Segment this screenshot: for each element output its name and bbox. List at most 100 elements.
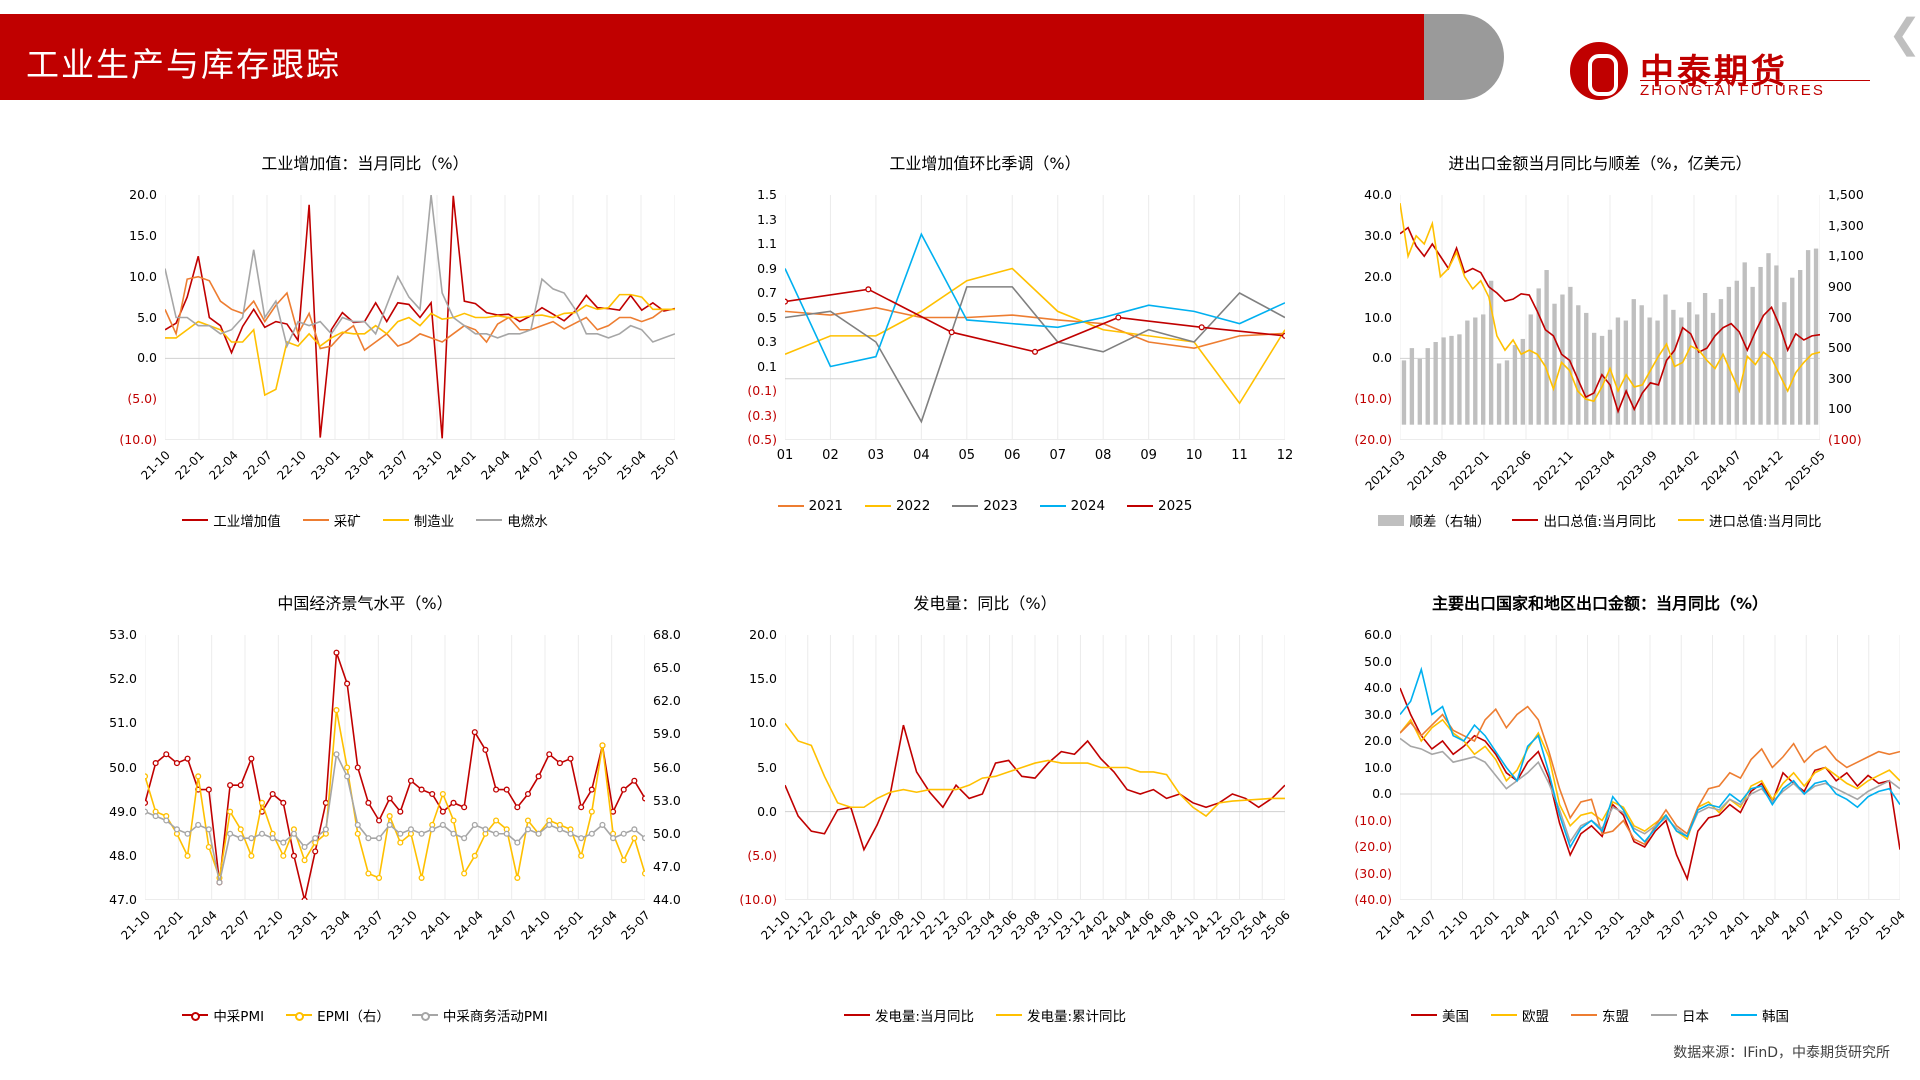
series-point (227, 830, 234, 837)
series-point (248, 835, 255, 842)
plot-svg-ind-value-mom-sa (785, 195, 1285, 440)
legend-item-顺差（右轴）: 顺差（右轴） (1378, 510, 1490, 530)
y-tick-left: 1.5 (757, 187, 777, 202)
series-point (312, 848, 319, 855)
series-point (631, 826, 638, 833)
y-tick-left: 0.0 (1372, 786, 1392, 801)
series-point (439, 808, 446, 815)
y-tick-right: 300 (1828, 370, 1852, 386)
legend-line (476, 519, 503, 521)
y-tick-left: 49.0 (109, 803, 137, 819)
series-point (227, 808, 234, 815)
bar-surplus (1481, 314, 1486, 425)
legend-label: 电燃水 (507, 514, 548, 530)
legend-line (864, 505, 891, 507)
series-point (365, 835, 372, 842)
chart-panel-ind-value-yoy: 工业增加值：当月同比（%） 20.0 15.0 10.0 5.0 0.0 (5.0) (10.… (60, 150, 682, 483)
series-point (1198, 324, 1205, 331)
bar-surplus (1473, 317, 1478, 425)
y-tick-right: 500 (1828, 340, 1852, 356)
legend-label: 中采商务活动PMI (442, 1009, 548, 1025)
y-tick-left: 0.0 (137, 350, 157, 366)
x-tick: 11 (1231, 448, 1248, 463)
legend-item-东盟: 东盟 (1571, 1005, 1629, 1025)
legend-item-美国: 美国 (1411, 1005, 1469, 1025)
legend-line (286, 1012, 313, 1021)
legend-label: 2022 (895, 498, 931, 514)
bar-surplus (1512, 345, 1518, 425)
series-point (620, 830, 627, 837)
y-tick-left: 20.0 (1364, 268, 1392, 284)
series-line-出口总值:当月同比 (1400, 226, 1820, 414)
y-tick-left: 40.0 (1364, 680, 1392, 695)
series-point (610, 835, 617, 842)
bar-surplus (1504, 360, 1510, 425)
series-point (205, 826, 212, 833)
chart-title-power: 发电量：同比（%） (913, 594, 1057, 613)
y-tick-left: (5.0) (747, 847, 777, 863)
legend-line (1678, 519, 1704, 521)
legend-line (1411, 1014, 1437, 1016)
legend-line (996, 1014, 1022, 1016)
series-point (429, 826, 436, 833)
bar-surplus (1584, 312, 1589, 425)
bar-surplus (1496, 363, 1502, 425)
legend-item-韩国: 韩国 (1731, 1005, 1789, 1025)
series-point (407, 777, 415, 784)
bar-surplus (1433, 342, 1438, 425)
chart-legend-pmi: 中采PMI EPMI（右） 中采商务活动PMI (60, 1005, 670, 1025)
x-tick: 09 (1140, 448, 1157, 463)
legend-item-进口总值:当月同比: 进口总值:当月同比 (1678, 510, 1822, 530)
series-point (865, 286, 872, 293)
series-point (546, 821, 553, 828)
y-tick-right: 53.0 (653, 792, 681, 808)
series-point (461, 870, 468, 877)
x-tick: 06 (1003, 448, 1021, 463)
series-point (418, 830, 425, 837)
corner-chevron-icon: ❮ (1888, 12, 1920, 56)
bar-surplus (1798, 270, 1803, 425)
bar-surplus (1726, 286, 1732, 425)
legend-item-电燃水: 电燃水 (476, 510, 548, 530)
series-point (418, 874, 425, 881)
series-point (375, 817, 383, 824)
series-point (344, 764, 351, 771)
legend-label: 顺差（右轴） (1409, 514, 1491, 530)
bar-surplus (1552, 303, 1557, 425)
series-point (620, 786, 627, 793)
plot-area-pmi (145, 635, 645, 900)
bar-surplus (1766, 253, 1771, 425)
series-point (493, 817, 500, 824)
series-point (567, 830, 574, 837)
series-point (280, 839, 287, 846)
series-line-2025 (785, 288, 1285, 353)
chart-legend-power: 发电量:当月同比 发电量:累计同比 (680, 1005, 1290, 1025)
data-source-note: 数据来源：IFinD，中泰期货研究所 (1673, 1045, 1890, 1061)
y-tick-left: 50.0 (1364, 653, 1392, 669)
plot-svg-power (785, 635, 1285, 900)
legend-label: 制造业 (413, 514, 455, 530)
y-tick-left: (20.0) (1354, 839, 1392, 854)
legend-line (1127, 505, 1154, 507)
y-tick-left: (20.0) (1354, 432, 1392, 447)
y-tick-left: (5.0) (127, 391, 157, 407)
bar-surplus (1710, 312, 1716, 425)
x-tick: 07 (1049, 448, 1066, 463)
bar-surplus (1750, 286, 1755, 425)
series-point (567, 755, 574, 762)
series-line-制造业 (165, 293, 675, 397)
series-point (344, 773, 351, 780)
legend-item-2024: 2024 (1039, 498, 1105, 514)
logo-name-en: ZHONGTAI FUTURES (1640, 82, 1825, 99)
chart-panel-ind-value-mom-sa: 工业增加值环比季调（%） 1.5 1.3 1.1 0.9 0.7 0.5 0.3 0.1 (0.1… (680, 150, 1293, 480)
legend-line (1512, 519, 1539, 521)
series-point (301, 896, 308, 900)
series-point (641, 870, 645, 877)
legend-label: 中采PMI (213, 1009, 265, 1025)
header-gray-tail (1424, 14, 1504, 100)
y-tick-left: 52.0 (109, 671, 137, 687)
series-point (556, 760, 563, 767)
series-point (184, 755, 191, 762)
y-tick-left: 50.0 (109, 759, 137, 775)
bar-surplus (1782, 302, 1787, 425)
